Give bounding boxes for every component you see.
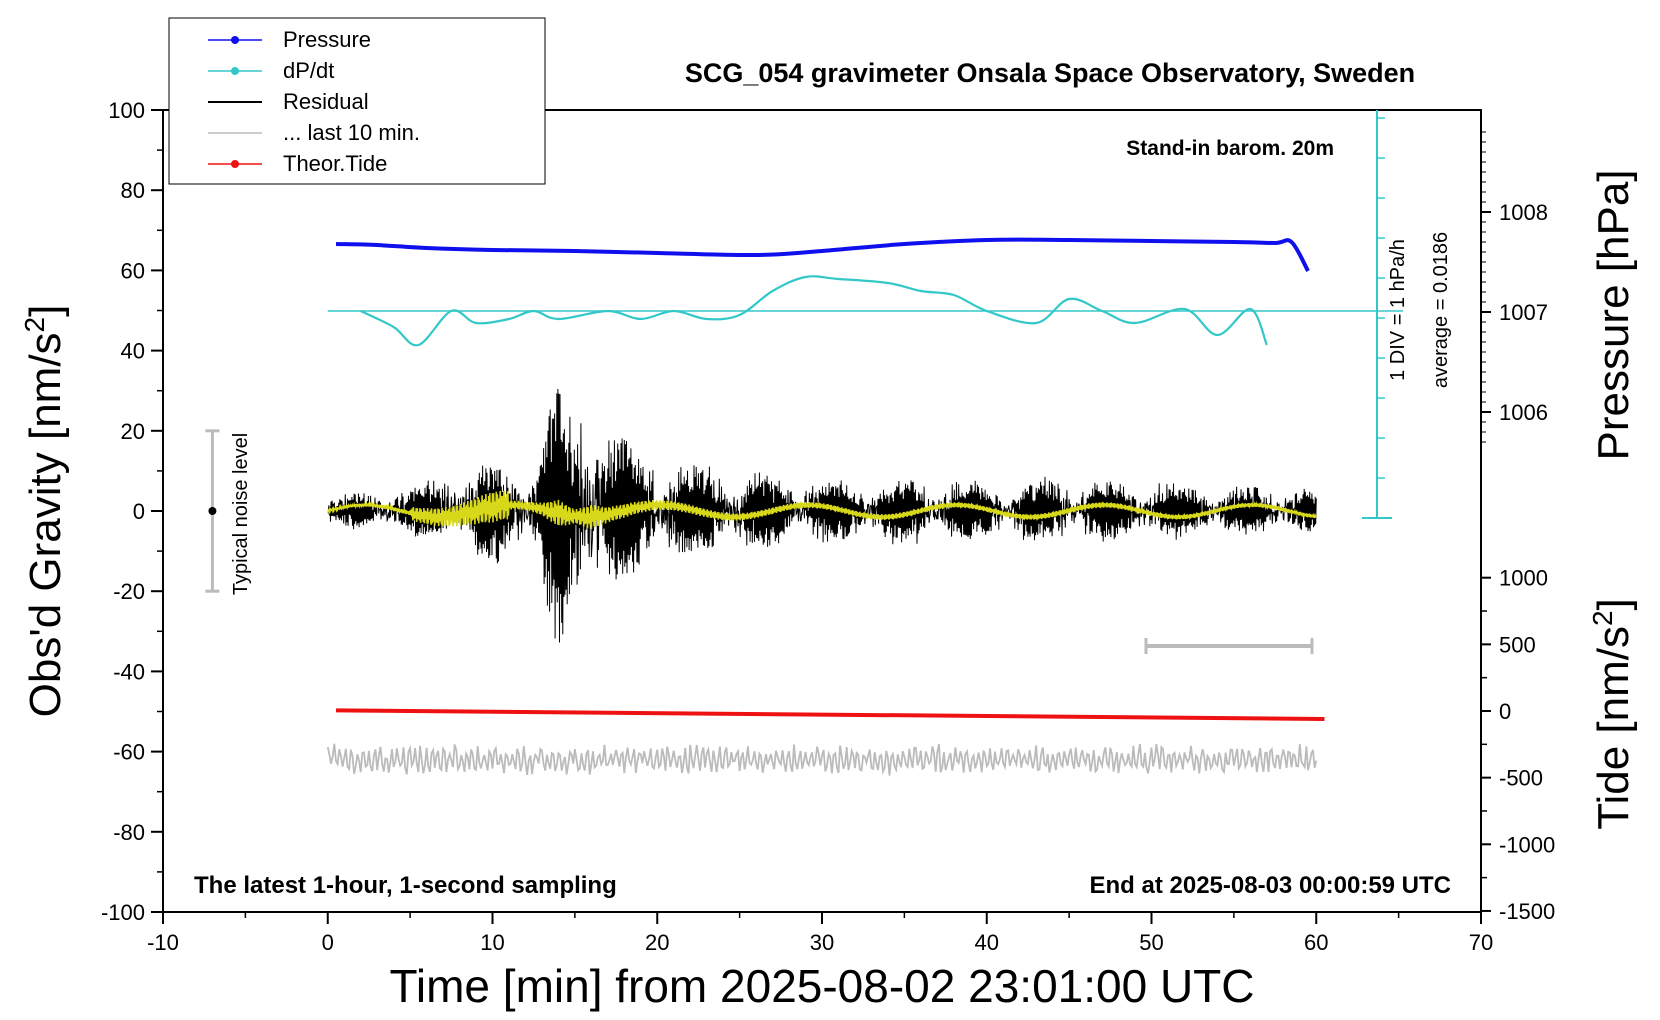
x-axis-label: Time [min] from 2025-08-02 23:01:00 UTC	[390, 960, 1255, 1012]
stand-in-label: Stand-in barom. 20m	[1126, 137, 1334, 160]
y-tick-label: 20	[121, 419, 145, 444]
legend-label: dP/dt	[283, 58, 334, 83]
noise-label: Typical noise level	[230, 433, 252, 595]
dpdt-line	[360, 275, 1268, 347]
y-axis-label: Obs'd Gravity [nm/s2]	[19, 305, 70, 718]
div-label: 1 DIV = 1 hPa/h	[1387, 239, 1409, 381]
noise-center-dot	[208, 507, 217, 515]
y-tick-label: -100	[101, 900, 145, 925]
pressure-line	[335, 237, 1310, 272]
x-tick-label: 0	[322, 930, 334, 955]
tide-axis-ticks: 1000 500 0 -500 -1000 -1500	[1481, 566, 1555, 924]
y-tick-label: -40	[113, 659, 145, 684]
tide-axis-label-sup: 2	[1587, 610, 1618, 626]
tide-tick-label: -1500	[1499, 899, 1555, 924]
x-tick-label: 50	[1139, 930, 1163, 955]
x-tick-label: 30	[810, 930, 834, 955]
chart-title: SCG_054 gravimeter Onsala Space Observat…	[685, 58, 1415, 88]
legend-marker	[231, 36, 239, 44]
residual-smoothed-line	[327, 490, 1317, 529]
legend-label: Pressure	[283, 27, 371, 52]
y-tick-label: -20	[113, 579, 145, 604]
legend-label: Residual	[283, 89, 369, 114]
legend-label: Theor.Tide	[283, 151, 387, 176]
tide-tick-label: 0	[1499, 699, 1511, 724]
series-layer	[326, 237, 1403, 776]
pressure-axis-ticks: 1008 1007 1006	[1481, 131, 1548, 443]
y-axis-label-sup: 2	[19, 317, 50, 333]
legend-label: ... last 10 min.	[283, 120, 420, 145]
theor-tide-line	[335, 708, 1325, 721]
y-tick-label: 60	[121, 258, 145, 283]
div-scale-bar	[1362, 110, 1392, 519]
tide-axis-label: Tide [nm/s2]	[1587, 598, 1638, 830]
y-tick-label: -80	[113, 820, 145, 845]
x-axis-ticks: -10 0 10 20 30 40 50 60 70	[147, 912, 1493, 955]
average-label: average = 0.0186	[1430, 232, 1452, 388]
y-axis-label-main: Obs'd Gravity [nm/s	[21, 332, 70, 717]
x-tick-label: 10	[480, 930, 504, 955]
bottom-right-note: End at 2025-08-03 00:00:59 UTC	[1090, 872, 1452, 899]
x-tick-label: 70	[1469, 930, 1493, 955]
last-10-min-line	[326, 743, 1318, 776]
pressure-axis-label: Pressure [hPa]	[1589, 169, 1638, 460]
y-tick-label: 0	[133, 499, 145, 524]
y-axis-label-end: ]	[21, 305, 70, 317]
legend-marker	[231, 160, 239, 168]
pressure-tick-label: 1007	[1499, 300, 1548, 325]
y-axis-ticks: 100 80 60 40 20 0 -20 -40 -60 -80 -100	[101, 98, 163, 925]
x-tick-label: 40	[975, 930, 999, 955]
tide-tick-label: -500	[1499, 766, 1543, 791]
tide-axis-label-main: Tide [nm/s	[1589, 626, 1638, 830]
y-tick-label: -60	[113, 740, 145, 765]
pressure-tick-label: 1008	[1499, 200, 1548, 225]
y-tick-label: 80	[121, 178, 145, 203]
x-tick-label: 60	[1304, 930, 1328, 955]
y-tick-label: 100	[108, 98, 145, 123]
pressure-tick-label: 1006	[1499, 400, 1548, 425]
tide-axis-label-end: ]	[1589, 598, 1638, 610]
x-tick-label: -10	[147, 930, 179, 955]
bottom-left-note: The latest 1-hour, 1-second sampling	[194, 872, 617, 899]
y-tick-label: 40	[121, 339, 145, 364]
tide-tick-label: -1000	[1499, 832, 1555, 857]
legend-marker	[231, 67, 239, 75]
legend: Pressure dP/dt Residual ... last 10 min. The…	[168, 17, 546, 185]
tide-tick-label: 500	[1499, 632, 1536, 657]
noise-level-marker	[205, 429, 220, 593]
tide-tick-label: 1000	[1499, 566, 1548, 591]
x-tick-label: 20	[645, 930, 669, 955]
